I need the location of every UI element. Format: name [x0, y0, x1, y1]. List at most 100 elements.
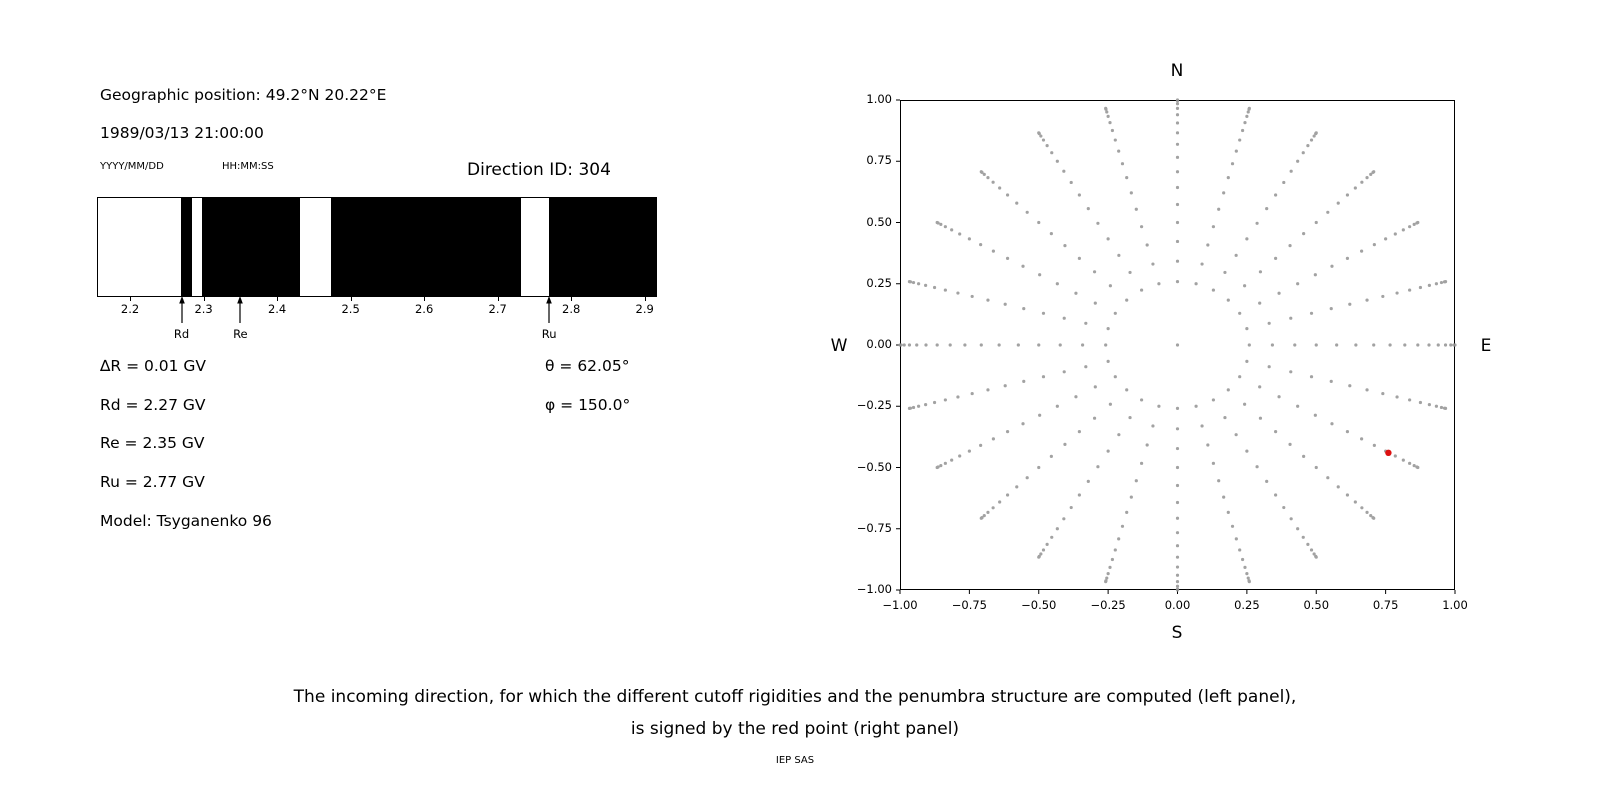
penumbra-tick: [350, 297, 352, 301]
y-axis-tick-label: 0.50: [866, 214, 892, 229]
penumbra-tick-label: 2.8: [562, 302, 581, 316]
credit-text: IEP SAS: [775, 755, 815, 766]
direction-dot: [1015, 201, 1019, 205]
direction-dot: [1211, 288, 1216, 292]
penumbra-tick-label: 2.3: [194, 302, 213, 316]
direction-dot: [1274, 493, 1278, 497]
direction-dot: [1393, 454, 1397, 458]
direction-dot: [902, 343, 906, 347]
direction-dot: [1110, 557, 1115, 562]
penumbra-tick: [571, 297, 573, 301]
direction-dot: [1345, 430, 1350, 434]
direction-dot: [932, 285, 937, 290]
direction-dot: [1139, 225, 1144, 229]
direction-plot-svg: [896, 98, 1457, 594]
cutoff-marker-arrow: [178, 296, 185, 323]
direction-dot: [1175, 259, 1180, 263]
direction-dot: [1077, 256, 1081, 260]
direction-dot: [1106, 326, 1110, 331]
x-axis-tick-label: −0.50: [1021, 598, 1057, 612]
direction-dot: [1393, 232, 1397, 236]
direction-dot: [1084, 321, 1088, 325]
direction-dot: [979, 443, 983, 447]
direction-dot: [935, 465, 939, 470]
direction-dot: [958, 232, 962, 236]
direction-dot: [1329, 379, 1333, 383]
penumbra-tick: [130, 297, 132, 301]
direction-dot: [1372, 170, 1376, 174]
direction-dot: [967, 237, 971, 241]
direction-dot: [1365, 510, 1369, 514]
time-format-label: HH:MM:SS: [222, 161, 274, 172]
direction-dot: [1217, 479, 1221, 483]
direction-dot: [915, 343, 919, 347]
model-label: Model: Tsyganenko 96: [100, 512, 272, 530]
direction-dot: [1037, 343, 1041, 347]
direction-dot: [1175, 202, 1180, 207]
direction-dot: [943, 461, 947, 465]
direction-dot: [1301, 151, 1305, 155]
direction-dot: [1175, 555, 1180, 559]
direction-dot: [1443, 406, 1448, 411]
direction-dot: [1372, 343, 1376, 347]
direction-dot: [1074, 291, 1078, 295]
direction-dot: [1247, 343, 1251, 347]
direction-dot: [1360, 249, 1364, 253]
penumbra-forbidden-band: [549, 198, 656, 296]
direction-dot: [1049, 232, 1053, 236]
direction-dot: [1265, 479, 1269, 483]
direction-dot: [1365, 176, 1369, 180]
direction-id-text: Direction ID: 304: [467, 160, 611, 180]
re-value: Re = 2.35 GV: [100, 434, 205, 452]
direction-dot: [1139, 461, 1144, 465]
direction-dot: [1401, 228, 1405, 232]
direction-dot: [1175, 142, 1180, 146]
y-axis-tick-label: −0.75: [856, 520, 892, 535]
direction-dot: [1439, 280, 1444, 285]
direction-dot: [1037, 131, 1041, 135]
direction-dot: [1274, 256, 1278, 260]
direction-dot: [1289, 370, 1293, 374]
direction-dot: [1211, 225, 1216, 229]
direction-dot: [1120, 162, 1125, 166]
direction-dot: [986, 176, 990, 180]
penumbra-tick: [277, 297, 279, 301]
direction-dot: [1175, 565, 1180, 569]
direction-dot: [1293, 343, 1297, 347]
direction-dot: [1246, 576, 1250, 580]
direction-dot: [1157, 282, 1161, 286]
penumbra-tick-label: 2.4: [267, 302, 287, 316]
direction-dot: [1245, 237, 1249, 241]
penumbra-tick: [644, 297, 646, 301]
direction-dot: [932, 400, 937, 405]
direction-dot: [1194, 404, 1198, 408]
direction-dot: [1296, 527, 1300, 531]
x-axis-tick-label: 0.75: [1372, 598, 1399, 612]
direction-dot: [1234, 253, 1238, 257]
direction-dot: [1408, 461, 1412, 465]
direction-dot: [1175, 343, 1180, 347]
direction-dot: [1234, 433, 1238, 437]
direction-dot: [935, 343, 939, 347]
direction-dot: [1309, 311, 1314, 315]
direction-dot: [1226, 510, 1230, 514]
direction-dot: [907, 343, 912, 347]
direction-dot: [1302, 454, 1306, 458]
direction-dot: [1289, 517, 1293, 521]
direction-dot: [1238, 138, 1242, 142]
direction-dot: [1175, 406, 1180, 411]
direction-dot: [1243, 402, 1247, 406]
direction-dot: [898, 343, 902, 347]
direction-dot: [986, 388, 990, 392]
y-axis-tick-label: 0.25: [866, 275, 892, 290]
direction-dot: [1314, 343, 1318, 347]
direction-dot: [1360, 437, 1364, 441]
direction-dot: [1372, 443, 1376, 447]
direction-dot: [1418, 400, 1423, 405]
direction-dot: [911, 405, 916, 410]
cutoff-marker-arrow: [237, 296, 244, 323]
caption-line-2: is signed by the red point (right panel): [630, 719, 960, 739]
direction-dot: [1226, 298, 1230, 302]
y-axis-tick-label: 0.75: [866, 153, 892, 168]
direction-dot: [1360, 180, 1364, 184]
